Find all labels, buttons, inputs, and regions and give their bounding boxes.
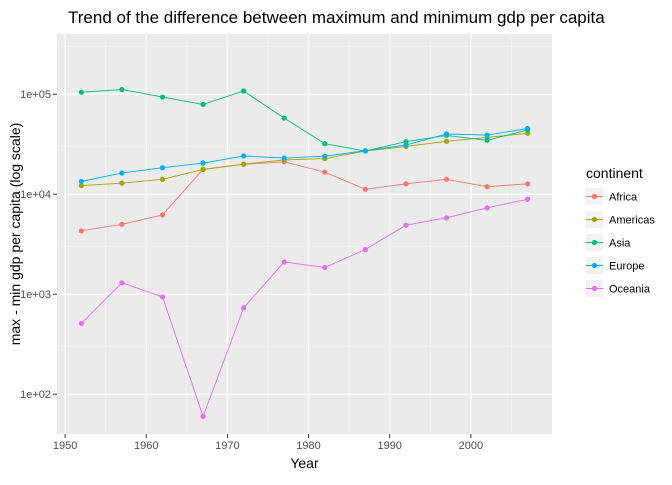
- minor-gridlines: [57, 34, 552, 434]
- data-point-asia: [484, 137, 490, 143]
- y-tick-label: 1e+03: [20, 289, 51, 301]
- legend-key-point: [591, 262, 598, 269]
- data-point-oceania: [78, 320, 84, 327]
- x-tick-label: 1980: [296, 440, 320, 452]
- x-tick-label: 2000: [459, 440, 483, 452]
- legend-label: Europe: [609, 261, 644, 273]
- legend-item-asia: Asia: [586, 234, 631, 251]
- data-point-europe: [200, 160, 206, 166]
- data-point-oceania: [525, 196, 531, 202]
- x-axis: 1950 1960 1970 1980 1990 2000: [53, 434, 483, 452]
- plot-panel: [57, 34, 552, 434]
- series-line-americas: [81, 132, 528, 187]
- data-point-americas: [241, 161, 247, 167]
- x-tick-label: 1990: [377, 440, 401, 452]
- data-point-africa: [484, 184, 490, 190]
- legend-label: Africa: [609, 192, 638, 204]
- series-line-asia: [81, 89, 528, 152]
- data-point-europe: [525, 125, 531, 132]
- data-point-asia: [78, 89, 84, 95]
- data-point-oceania: [362, 246, 368, 253]
- data-point-asia: [241, 88, 247, 94]
- data-point-americas: [78, 182, 84, 189]
- data-point-europe: [443, 131, 450, 137]
- x-tick-label: 1960: [134, 440, 158, 452]
- major-gridlines: [57, 34, 552, 434]
- legend-item-africa: Africa: [586, 188, 638, 205]
- data-point-europe: [159, 165, 166, 171]
- legend-item-europe: Europe: [586, 257, 644, 274]
- data-point-africa: [322, 169, 328, 175]
- series-line-africa: [81, 161, 528, 232]
- data-point-oceania: [119, 280, 125, 286]
- data-point-asia: [119, 86, 125, 93]
- data-point-europe: [241, 153, 247, 159]
- legend: continent Africa Americas Asia Europe Oceani…: [586, 165, 655, 297]
- data-point-europe: [322, 153, 328, 159]
- data-point-europe: [119, 170, 125, 176]
- legend-item-americas: Americas: [586, 211, 655, 228]
- series-layer: [78, 86, 531, 419]
- data-point-africa: [78, 228, 84, 234]
- data-point-europe: [484, 132, 490, 138]
- x-axis-title: Year: [290, 455, 319, 471]
- legend-title: continent: [586, 165, 643, 181]
- legend-key-point: [591, 193, 598, 200]
- data-point-americas: [200, 166, 206, 173]
- data-point-oceania: [443, 215, 450, 221]
- data-point-europe: [403, 142, 409, 148]
- data-point-africa: [525, 181, 531, 187]
- data-point-europe: [78, 178, 84, 185]
- data-point-asia: [200, 101, 206, 108]
- data-point-oceania: [241, 305, 247, 311]
- legend-label: Oceania: [609, 284, 651, 296]
- series-line-oceania: [81, 198, 528, 418]
- data-point-asia: [159, 94, 166, 100]
- data-point-oceania: [322, 264, 328, 271]
- data-point-europe: [281, 155, 287, 161]
- data-point-africa: [119, 221, 125, 227]
- legend-label: Americas: [609, 215, 655, 227]
- legend-item-oceania: Oceania: [586, 280, 651, 297]
- x-tick-label: 1950: [53, 440, 77, 452]
- y-axis: 1e+02 1e+03 1e+04 1e+05: [20, 89, 57, 401]
- data-point-oceania: [281, 259, 287, 265]
- data-point-oceania: [159, 294, 166, 300]
- data-point-africa: [403, 181, 409, 187]
- data-point-oceania: [484, 205, 490, 211]
- data-point-oceania: [403, 222, 409, 228]
- series-line-europe: [81, 128, 528, 182]
- legend-key-point: [591, 285, 598, 292]
- data-point-asia: [322, 141, 328, 147]
- data-point-africa: [443, 176, 450, 182]
- legend-key-point: [591, 239, 598, 246]
- legend-label: Asia: [609, 238, 631, 250]
- y-tick-label: 1e+04: [20, 189, 51, 201]
- y-tick-label: 1e+05: [20, 89, 51, 101]
- data-point-americas: [159, 176, 166, 182]
- data-point-oceania: [200, 413, 206, 419]
- data-point-americas: [119, 180, 125, 186]
- legend-key-point: [591, 216, 598, 223]
- x-tick-label: 1970: [215, 440, 239, 452]
- data-point-africa: [159, 212, 166, 218]
- y-axis-title: max - min gdp per capita (log scale): [7, 123, 23, 346]
- data-point-europe: [362, 148, 368, 154]
- y-tick-label: 1e+02: [20, 389, 51, 401]
- data-point-africa: [362, 186, 368, 192]
- data-point-asia: [281, 115, 287, 121]
- data-point-americas: [443, 138, 450, 144]
- chart-title: Trend of the difference between maximum …: [68, 8, 605, 27]
